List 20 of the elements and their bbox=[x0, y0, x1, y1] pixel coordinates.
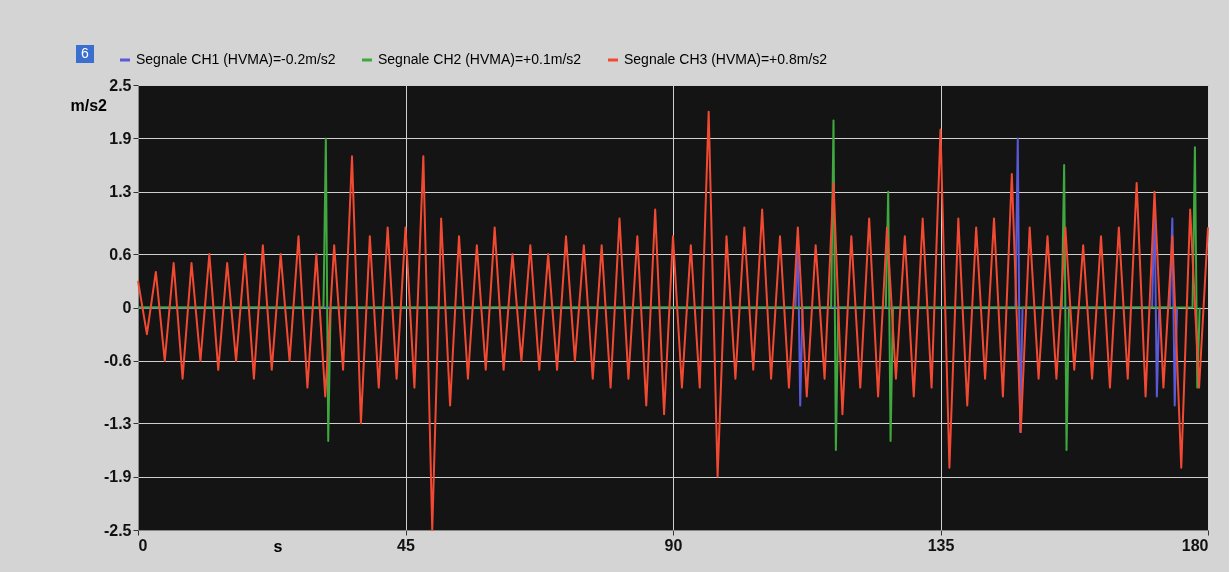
y-tick-label: 1.3 bbox=[109, 183, 132, 201]
legend-label: Segnale CH3 (HVMA)=+0.8m/s2 bbox=[624, 51, 828, 67]
y-axis-title: m/s2 bbox=[70, 96, 108, 114]
y-tick-label: 1.9 bbox=[109, 129, 132, 147]
y-tick-label: 0 bbox=[122, 299, 132, 316]
text: 6 bbox=[81, 45, 90, 61]
y-tick-label: 2.5 bbox=[109, 76, 132, 94]
y-tick-label: 0.6 bbox=[109, 245, 132, 263]
x-axis-title: s bbox=[273, 537, 283, 555]
x-tick-label: 0 bbox=[138, 536, 148, 554]
legend-label: Segnale CH1 (HVMA)=-0.2m/s2 bbox=[136, 51, 336, 67]
y-tick-label: -2.5 bbox=[103, 521, 132, 539]
x-tick-label: 180 bbox=[1181, 536, 1209, 554]
y-tick-label: -1.3 bbox=[103, 414, 132, 432]
x-tick-label: 90 bbox=[664, 536, 683, 554]
x-tick-label: 135 bbox=[927, 536, 955, 554]
legend-label: Segnale CH2 (HVMA)=+0.1m/s2 bbox=[378, 51, 582, 67]
x-tick-label: 45 bbox=[397, 536, 415, 554]
y-tick-label: -1.9 bbox=[103, 468, 132, 486]
y-tick-label: -0.6 bbox=[103, 352, 132, 370]
